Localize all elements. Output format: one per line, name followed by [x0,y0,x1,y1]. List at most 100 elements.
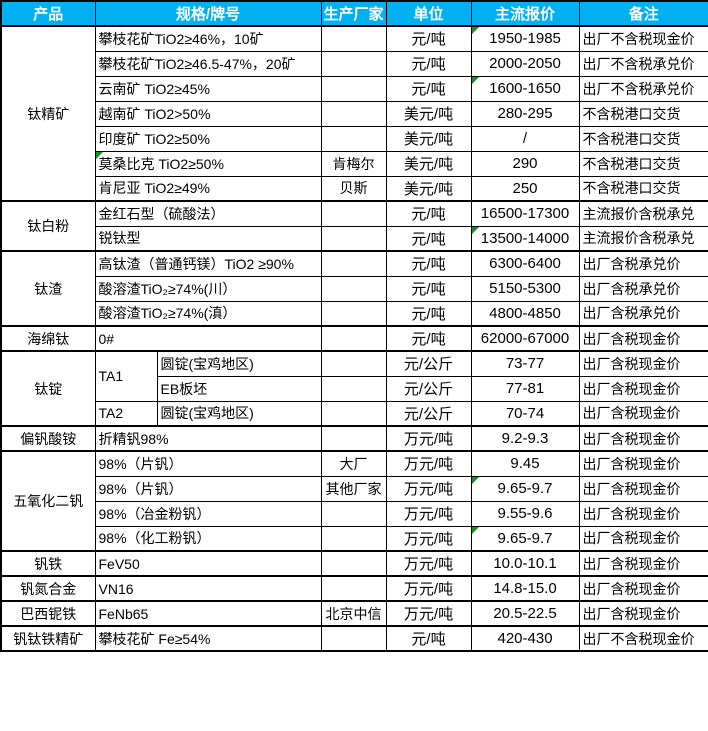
note-cell[interactable]: 出厂含税现金价 [578,600,708,627]
note-cell[interactable]: 出厂不含税承兑价 [578,50,708,77]
spec-cell[interactable]: 高钛渣（普通钙镁）TiO2 ≥90% [94,250,322,277]
product-cell[interactable]: 钒铁 [0,550,96,577]
spec-cell[interactable]: 攀枝花矿TiO2≥46.5-47%，20矿 [94,50,322,77]
note-cell[interactable]: 出厂含税现金价 [578,425,708,452]
unit-cell[interactable]: 元/公斤 [385,375,472,402]
column-header-unit[interactable]: 单位 [385,0,472,27]
spec-cell[interactable]: 酸溶渣TiO₂≥74%(滇） [94,300,322,327]
note-cell[interactable]: 出厂含税现金价 [578,350,708,377]
price-cell[interactable]: 20.5-22.5 [470,600,580,627]
spec-cell[interactable]: FeV50 [94,550,322,577]
price-cell[interactable]: 2000-2050 [470,50,580,77]
note-cell[interactable]: 出厂不含税承兑价 [578,75,708,102]
maker-cell[interactable] [320,400,387,427]
unit-cell[interactable]: 元/公斤 [385,350,472,377]
price-cell[interactable]: 290 [470,150,580,177]
price-cell[interactable]: 420-430 [470,625,580,652]
note-cell[interactable]: 出厂含税承兑价 [578,300,708,327]
price-cell[interactable]: 1600-1650 [470,75,580,102]
column-header-product[interactable]: 产品 [0,0,96,27]
note-cell[interactable]: 出厂含税现金价 [578,500,708,527]
spec-cell[interactable]: 攀枝花矿 Fe≥54% [94,625,322,652]
note-cell[interactable]: 出厂含税现金价 [578,475,708,502]
price-cell[interactable]: 280-295 [470,100,580,127]
spec-cell[interactable]: 98%（化工粉钒） [94,525,322,552]
unit-cell[interactable]: 美元/吨 [385,100,472,127]
grade-cell[interactable]: TA2 [94,400,158,427]
unit-cell[interactable]: 元/吨 [385,300,472,327]
product-cell[interactable]: 钛精矿 [0,25,96,202]
note-cell[interactable]: 主流报价含税承兑 [578,200,708,227]
product-cell[interactable]: 偏钒酸铵 [0,425,96,452]
spec-cell[interactable]: 酸溶渣TiO₂≥74%(川） [94,275,322,302]
maker-cell[interactable] [320,275,387,302]
spec-cell[interactable]: 云南矿 TiO2≥45% [94,75,322,102]
product-cell[interactable]: 钛渣 [0,250,96,327]
price-cell[interactable]: 10.0-10.1 [470,550,580,577]
spec-cell[interactable]: 锐钛型 [94,225,322,252]
unit-cell[interactable]: 万元/吨 [385,450,472,477]
spec-cell[interactable]: EB板坯 [156,375,322,402]
spec-cell[interactable]: 越南矿 TiO2>50% [94,100,322,127]
unit-cell[interactable]: 元/吨 [385,225,472,252]
note-cell[interactable]: 不含税港口交货 [578,125,708,152]
note-cell[interactable]: 不含税港口交货 [578,175,708,202]
maker-cell[interactable] [320,350,387,377]
note-cell[interactable]: 出厂含税承兑价 [578,250,708,277]
product-cell[interactable]: 五氧化二钒 [0,450,96,552]
spec-cell[interactable]: 攀枝花矿TiO2≥46%，10矿 [94,25,322,52]
note-cell[interactable]: 出厂含税现金价 [578,325,708,352]
unit-cell[interactable]: 美元/吨 [385,175,472,202]
price-cell[interactable]: 62000-67000 [470,325,580,352]
note-cell[interactable]: 出厂含税现金价 [578,525,708,552]
price-cell[interactable]: / [470,125,580,152]
spec-cell[interactable]: 肯尼亚 TiO2≥49% [94,175,322,202]
note-cell[interactable]: 出厂含税现金价 [578,375,708,402]
spec-cell[interactable]: 圆锭(宝鸡地区) [156,400,322,427]
note-cell[interactable]: 主流报价含税承兑 [578,225,708,252]
unit-cell[interactable]: 元/吨 [385,250,472,277]
price-cell[interactable]: 5150-5300 [470,275,580,302]
column-header-manufacturer[interactable]: 生产厂家 [320,0,387,27]
column-header-note[interactable]: 备注 [578,0,708,27]
note-cell[interactable]: 出厂含税现金价 [578,550,708,577]
product-cell[interactable]: 钒钛铁精矿 [0,625,96,652]
spec-cell[interactable]: 0# [94,325,322,352]
price-cell[interactable]: 1950-1985 [470,25,580,52]
maker-cell[interactable] [320,50,387,77]
spec-cell[interactable]: 莫桑比克 TiO2≥50% [94,150,322,177]
grade-cell[interactable]: TA1 [94,350,158,402]
maker-cell[interactable]: 肯梅尔 [320,150,387,177]
maker-cell[interactable] [320,325,387,352]
spec-cell[interactable]: 印度矿 TiO2≥50% [94,125,322,152]
note-cell[interactable]: 出厂含税现金价 [578,400,708,427]
unit-cell[interactable]: 元/吨 [385,50,472,77]
product-cell[interactable]: 钛锭 [0,350,96,427]
product-cell[interactable]: 巴西铌铁 [0,600,96,627]
price-cell[interactable]: 9.65-9.7 [470,475,580,502]
maker-cell[interactable] [320,75,387,102]
unit-cell[interactable]: 万元/吨 [385,600,472,627]
unit-cell[interactable]: 元/吨 [385,200,472,227]
maker-cell[interactable] [320,525,387,552]
unit-cell[interactable]: 万元/吨 [385,500,472,527]
price-cell[interactable]: 250 [470,175,580,202]
spec-cell[interactable]: 金红石型（硫酸法） [94,200,322,227]
unit-cell[interactable]: 美元/吨 [385,150,472,177]
unit-cell[interactable]: 元/吨 [385,325,472,352]
unit-cell[interactable]: 万元/吨 [385,550,472,577]
price-cell[interactable]: 14.8-15.0 [470,575,580,602]
maker-cell[interactable] [320,375,387,402]
price-cell[interactable]: 4800-4850 [470,300,580,327]
unit-cell[interactable]: 元/吨 [385,275,472,302]
maker-cell[interactable] [320,125,387,152]
unit-cell[interactable]: 万元/吨 [385,575,472,602]
unit-cell[interactable]: 元/公斤 [385,400,472,427]
maker-cell[interactable] [320,100,387,127]
price-cell[interactable]: 13500-14000 [470,225,580,252]
spec-cell[interactable]: 98%（冶金粉钒） [94,500,322,527]
maker-cell[interactable] [320,225,387,252]
price-cell[interactable]: 9.55-9.6 [470,500,580,527]
maker-cell[interactable] [320,425,387,452]
maker-cell[interactable] [320,500,387,527]
